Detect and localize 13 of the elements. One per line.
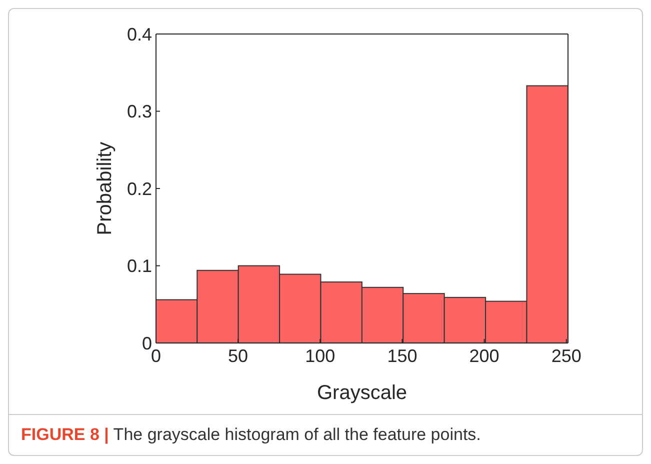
x-axis-title: Grayscale [316, 382, 408, 404]
y-tick-label: 0.1 [126, 256, 152, 276]
y-tick-label: 0.2 [126, 178, 152, 199]
x-tick-label: 200 [469, 346, 500, 366]
y-tick-label: 0.3 [126, 102, 152, 122]
x-tick-label: 250 [551, 346, 582, 366]
x-tick-label: 50 [228, 346, 248, 366]
y-tick-label: 0 [142, 333, 152, 354]
x-tick-label: 150 [387, 346, 418, 366]
x-tick-label: 100 [305, 346, 336, 366]
caption: FIGURE 8 | The grayscale histogram of all the feature points. [21, 425, 481, 444]
y-tick-label: 0.4 [126, 24, 152, 44]
y-axis-title: Probability [94, 142, 116, 236]
